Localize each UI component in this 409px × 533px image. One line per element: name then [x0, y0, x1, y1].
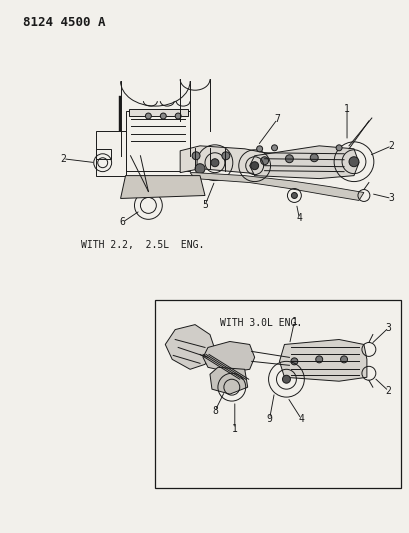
- Polygon shape: [279, 340, 366, 381]
- Polygon shape: [209, 367, 247, 394]
- Circle shape: [271, 145, 277, 151]
- Circle shape: [291, 192, 297, 198]
- Text: 1: 1: [231, 424, 237, 434]
- Text: 7: 7: [274, 114, 280, 124]
- Text: 3: 3: [388, 193, 394, 204]
- Polygon shape: [125, 111, 190, 171]
- Circle shape: [192, 152, 200, 160]
- Text: 5: 5: [202, 200, 207, 211]
- Circle shape: [290, 358, 297, 365]
- Polygon shape: [249, 146, 358, 179]
- Polygon shape: [96, 149, 110, 159]
- Text: 4: 4: [296, 213, 301, 223]
- Text: 9: 9: [266, 414, 272, 424]
- Text: WITH 3.0L ENG.: WITH 3.0L ENG.: [219, 318, 301, 328]
- Bar: [155, 300, 400, 488]
- Circle shape: [282, 375, 290, 383]
- Polygon shape: [180, 146, 279, 175]
- Polygon shape: [128, 109, 188, 116]
- Circle shape: [175, 113, 181, 119]
- Circle shape: [315, 356, 322, 363]
- Polygon shape: [118, 96, 120, 166]
- Circle shape: [221, 152, 229, 160]
- Circle shape: [285, 155, 293, 163]
- Polygon shape: [165, 325, 214, 369]
- Polygon shape: [96, 131, 125, 175]
- Text: 6: 6: [119, 217, 125, 227]
- Text: 2: 2: [385, 386, 391, 396]
- Polygon shape: [190, 173, 363, 200]
- Text: 4: 4: [298, 414, 303, 424]
- Text: 3: 3: [385, 322, 391, 333]
- Polygon shape: [202, 342, 254, 372]
- Circle shape: [335, 145, 341, 151]
- Circle shape: [250, 161, 258, 169]
- Circle shape: [310, 154, 317, 161]
- Circle shape: [340, 356, 347, 363]
- Text: 1: 1: [343, 104, 349, 114]
- Circle shape: [160, 113, 166, 119]
- Text: 8: 8: [211, 406, 217, 416]
- Text: WITH 2.2,  2.5L  ENG.: WITH 2.2, 2.5L ENG.: [81, 240, 204, 250]
- Text: 2: 2: [388, 141, 394, 151]
- Text: 8124 4500 A: 8124 4500 A: [23, 15, 106, 29]
- Circle shape: [195, 164, 204, 174]
- Circle shape: [211, 159, 218, 167]
- Text: 2: 2: [60, 154, 66, 164]
- Circle shape: [256, 146, 262, 152]
- Circle shape: [348, 157, 358, 167]
- Text: 1: 1: [291, 317, 297, 327]
- Circle shape: [145, 113, 151, 119]
- Circle shape: [260, 157, 268, 165]
- Polygon shape: [120, 175, 204, 198]
